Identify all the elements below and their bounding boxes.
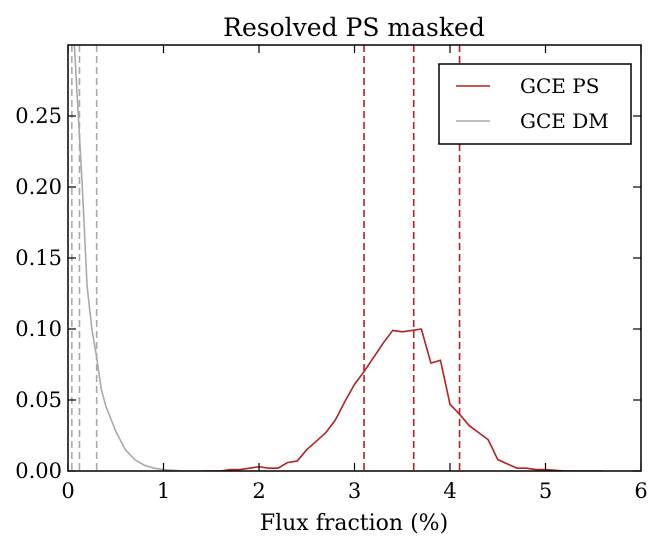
legend-label-gce-dm: GCE DM — [520, 109, 609, 133]
y-tick-label: 0.15 — [15, 246, 62, 270]
vlines-layer — [71, 45, 461, 471]
x-tick-label: 3 — [348, 479, 361, 503]
y-tick-label: 0.05 — [15, 388, 62, 412]
x-tick-label: 0 — [61, 479, 74, 503]
x-axis-label: Flux fraction (%) — [260, 511, 448, 536]
legend-label-gce-ps: GCE PS — [520, 74, 599, 98]
y-tick-label: 0.10 — [15, 317, 62, 341]
chart-title: Resolved PS masked — [223, 13, 485, 42]
lines-layer — [73, 45, 603, 471]
x-tick-label: 2 — [252, 479, 265, 503]
y-tick-label: 0.25 — [15, 104, 62, 128]
x-tick-label: 4 — [443, 479, 456, 503]
x-tick-label: 5 — [539, 479, 552, 503]
series-line-gce-dm — [73, 45, 202, 471]
legend-box — [438, 63, 632, 145]
ticks-layer — [67, 45, 642, 472]
y-tick-label: 0.00 — [15, 459, 62, 483]
series-line-gce-ps — [201, 328, 603, 471]
y-tick-label: 0.20 — [15, 175, 62, 199]
x-tick-label: 6 — [634, 479, 647, 503]
legend: GCE PS GCE DM — [438, 63, 632, 145]
x-tick-label: 1 — [157, 479, 170, 503]
tick-labels-layer: 0 1 2 3 4 5 6 0.00 0.05 0.10 0.15 0.20 0.25 — [15, 104, 647, 503]
